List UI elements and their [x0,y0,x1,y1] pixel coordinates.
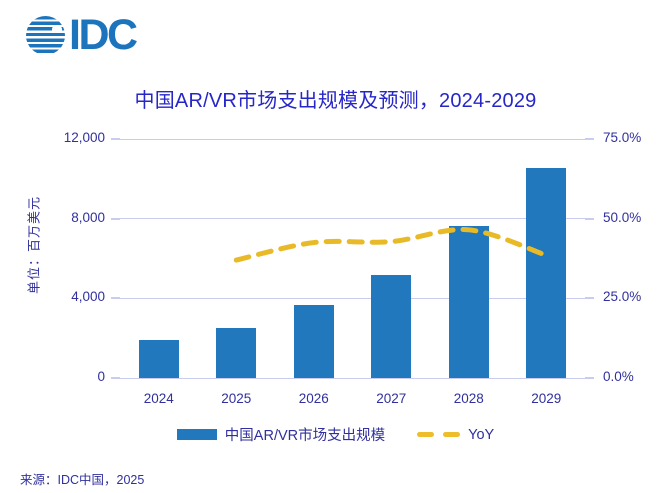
idc-globe-icon [26,16,65,55]
right-tick-mark [585,138,594,140]
left-axis-tick-label: 12,000 [63,130,105,145]
legend-bar-label: 中国AR/VR市场支出规模 [224,428,386,444]
source-note: 来源：IDC中国，2025 [20,473,145,487]
legend: 中国AR/VR市场支出规模 YoY [0,424,671,445]
x-axis-label-2024: 2024 [143,391,174,406]
left-axis-tick-label: 4,000 [71,289,105,305]
bar-2024 [138,340,179,378]
legend-yoy-dashes-icon [417,432,461,437]
x-axis-label-2028: 2028 [453,391,484,406]
left-tick-mark [111,217,120,220]
bar-2026 [293,305,334,378]
gridline [120,297,585,299]
right-axis-tick-label: 0.0% [603,369,634,384]
idc-logo: IDC [26,11,138,59]
x-axis-label-2025: 2025 [221,391,252,406]
left-tick-mark [111,138,120,140]
x-axis-label-2029: 2029 [531,391,562,406]
plot-area [120,138,585,379]
bar-2025 [216,327,257,378]
left-axis-tick-label: 0 [97,369,105,384]
right-tick-mark [585,297,594,300]
x-axis-label-2027: 2027 [376,391,407,406]
right-tick-mark [585,217,594,220]
legend-line-label: YoY [468,426,495,443]
x-axis-label-2026: 2026 [298,391,329,406]
gridline [120,138,585,140]
left-tick-mark [111,297,120,300]
right-axis-tick-label: 25.0% [603,289,642,305]
yoy-line [233,227,549,263]
idc-logo-text: IDC [69,11,138,59]
right-tick-mark [585,377,594,379]
bar-2028 [448,225,489,378]
right-axis-tick-label: 75.0% [603,130,642,145]
bar-2027 [371,275,412,378]
right-axis-tick-label: 50.0% [603,209,642,225]
chart-title: 中国AR/VR市场支出规模及预测，2024-2029 [134,90,537,112]
left-axis-tick-label: 8,000 [71,209,105,225]
legend-bar-swatch [176,429,217,440]
gridline [120,377,585,379]
gridline [120,218,585,220]
left-tick-mark [111,377,120,379]
bar-2029 [526,168,567,378]
